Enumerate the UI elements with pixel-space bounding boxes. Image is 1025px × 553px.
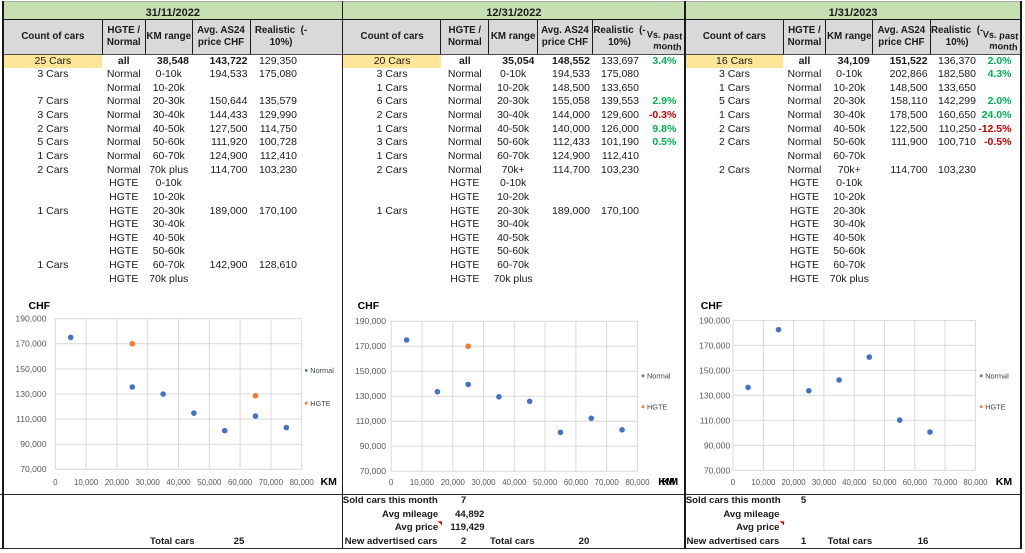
svg-text:40,000: 40,000 bbox=[842, 478, 867, 487]
svg-text:KM: KM bbox=[321, 476, 338, 488]
svg-text:10,000: 10,000 bbox=[410, 478, 435, 487]
svg-text:20,000: 20,000 bbox=[441, 478, 466, 487]
svg-text:KM: KM bbox=[658, 476, 675, 488]
svg-text:170,000: 170,000 bbox=[355, 341, 386, 351]
svg-text:70,000: 70,000 bbox=[704, 465, 731, 475]
svg-text:10,000: 10,000 bbox=[74, 478, 99, 487]
svg-text:190,000: 190,000 bbox=[355, 316, 386, 326]
svg-text:Normal: Normal bbox=[985, 371, 1009, 380]
svg-text:KM: KM bbox=[662, 476, 679, 488]
svg-text:60,000: 60,000 bbox=[228, 478, 253, 487]
svg-text:70,000: 70,000 bbox=[595, 478, 620, 487]
svg-text:150,000: 150,000 bbox=[15, 364, 46, 374]
svg-text:40,000: 40,000 bbox=[166, 478, 191, 487]
svg-text:30,000: 30,000 bbox=[136, 478, 161, 487]
svg-text:170,000: 170,000 bbox=[15, 339, 46, 349]
svg-text:Normal: Normal bbox=[647, 371, 671, 380]
svg-text:130,000: 130,000 bbox=[699, 390, 730, 400]
svg-text:50,000: 50,000 bbox=[533, 478, 558, 487]
svg-text:70,000: 70,000 bbox=[259, 478, 284, 487]
svg-text:80,000: 80,000 bbox=[290, 478, 315, 487]
svg-text:70,000: 70,000 bbox=[933, 478, 958, 487]
svg-text:80,000: 80,000 bbox=[963, 478, 988, 487]
svg-text:20,000: 20,000 bbox=[782, 478, 807, 487]
svg-text:50,000: 50,000 bbox=[197, 478, 222, 487]
svg-text:90,000: 90,000 bbox=[704, 440, 731, 450]
svg-text:190,000: 190,000 bbox=[699, 315, 730, 325]
svg-text:110,000: 110,000 bbox=[700, 415, 731, 425]
svg-text:60,000: 60,000 bbox=[903, 478, 928, 487]
svg-text:70,000: 70,000 bbox=[20, 464, 47, 474]
svg-text:0: 0 bbox=[53, 478, 58, 487]
svg-text:150,000: 150,000 bbox=[355, 366, 386, 376]
svg-text:CHF: CHF bbox=[701, 300, 723, 312]
svg-text:110,000: 110,000 bbox=[16, 414, 47, 424]
svg-text:20,000: 20,000 bbox=[105, 478, 130, 487]
svg-text:110,000: 110,000 bbox=[356, 416, 387, 426]
svg-text:170,000: 170,000 bbox=[699, 340, 730, 350]
svg-text:CHF: CHF bbox=[29, 300, 51, 312]
svg-text:10,000: 10,000 bbox=[751, 478, 776, 487]
svg-text:130,000: 130,000 bbox=[15, 389, 46, 399]
svg-text:60,000: 60,000 bbox=[564, 478, 589, 487]
svg-text:HGTE: HGTE bbox=[985, 402, 1005, 411]
svg-text:130,000: 130,000 bbox=[355, 391, 386, 401]
svg-text:HGTE: HGTE bbox=[647, 402, 667, 411]
svg-text:190,000: 190,000 bbox=[15, 314, 46, 324]
svg-text:HGTE: HGTE bbox=[310, 399, 330, 408]
svg-text:0: 0 bbox=[731, 478, 736, 487]
svg-text:Normal: Normal bbox=[310, 366, 334, 375]
svg-text:90,000: 90,000 bbox=[360, 441, 387, 451]
svg-text:80,000: 80,000 bbox=[625, 478, 650, 487]
svg-text:30,000: 30,000 bbox=[471, 478, 496, 487]
svg-text:0: 0 bbox=[389, 478, 394, 487]
svg-text:KM: KM bbox=[996, 476, 1013, 488]
svg-text:50,000: 50,000 bbox=[872, 478, 897, 487]
svg-text:150,000: 150,000 bbox=[699, 365, 730, 375]
svg-text:30,000: 30,000 bbox=[812, 478, 837, 487]
svg-text:90,000: 90,000 bbox=[20, 439, 47, 449]
svg-text:CHF: CHF bbox=[358, 300, 380, 312]
svg-text:40,000: 40,000 bbox=[502, 478, 527, 487]
svg-text:70,000: 70,000 bbox=[360, 466, 387, 476]
